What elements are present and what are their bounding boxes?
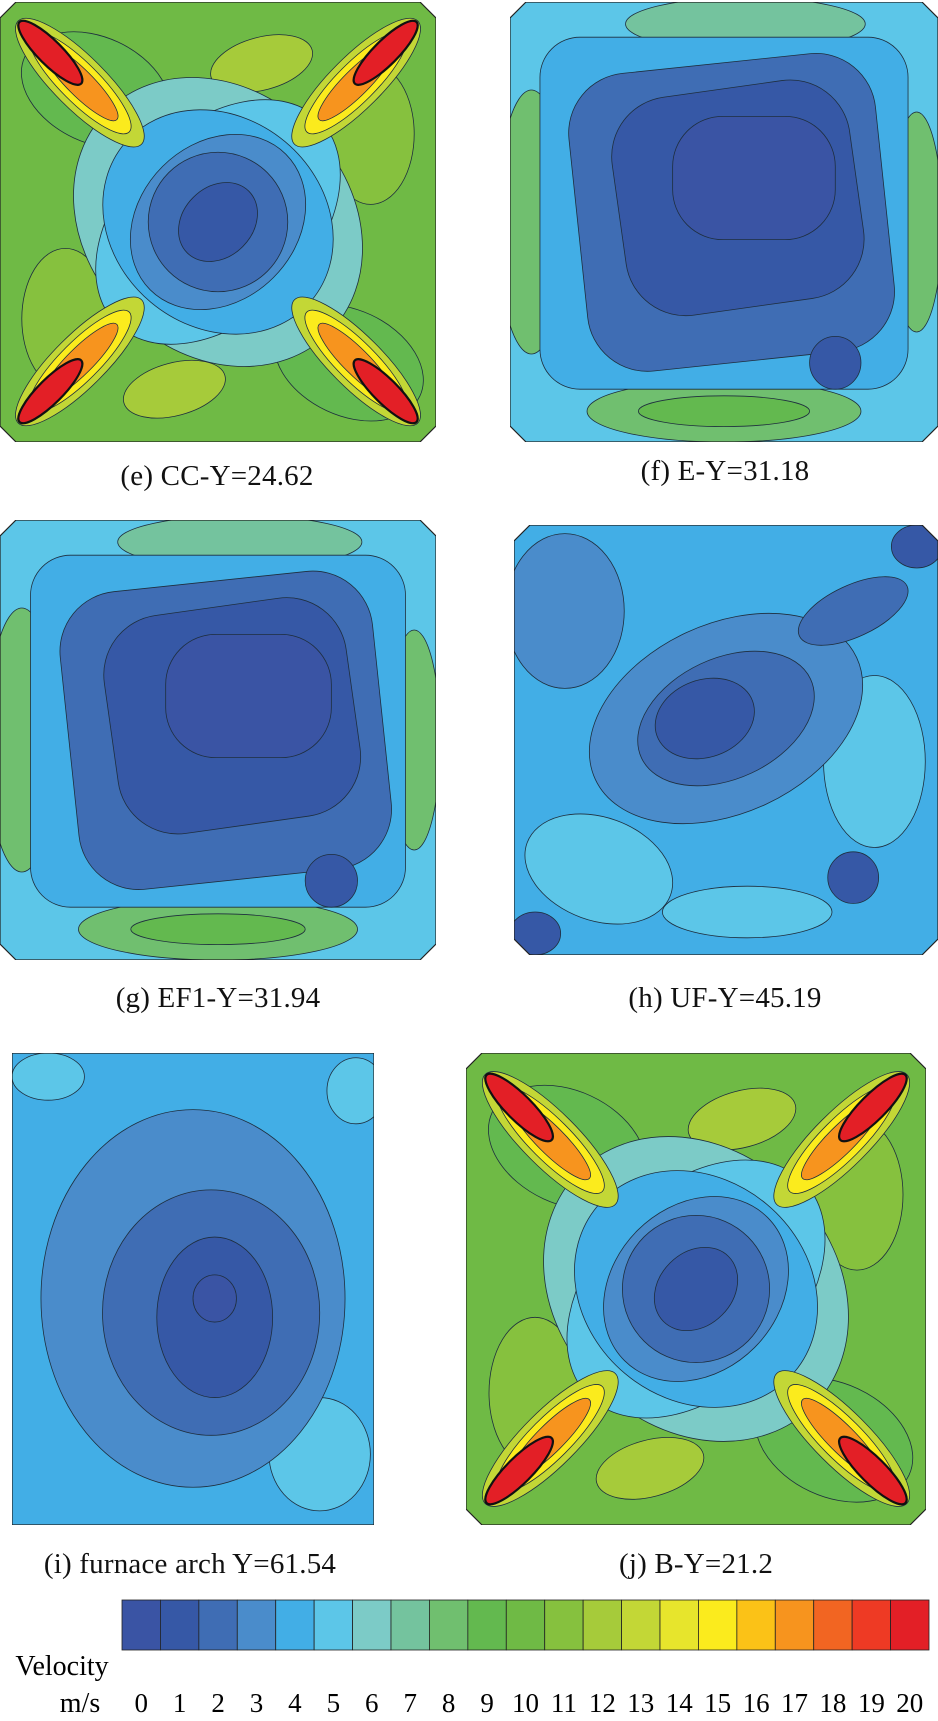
colorbar-cell — [160, 1599, 200, 1651]
contour-panel-h — [514, 525, 938, 955]
colorbar-tick-label: 4 — [288, 1688, 302, 1718]
colorbar-cell — [505, 1599, 546, 1651]
colorbar-cell — [774, 1599, 815, 1651]
colorbar-cell — [851, 1599, 891, 1651]
colorbar-tick-label: 3 — [250, 1688, 264, 1718]
colorbar-tick-label: 13 — [627, 1688, 654, 1718]
colorbar-tick-label: 7 — [403, 1688, 417, 1718]
contour-panel-f — [510, 2, 938, 442]
colorbar-tick-label: 14 — [666, 1688, 694, 1718]
colorbar-tick-label: 20 — [896, 1688, 923, 1718]
colorbar-cell — [698, 1599, 738, 1651]
colorbar-tick-label: 9 — [480, 1688, 494, 1718]
colorbar-cell — [313, 1599, 353, 1651]
colorbar-tick-label: 0 — [134, 1688, 148, 1718]
colorbar-tick-label: 1 — [173, 1688, 187, 1718]
caption-f: (f) E-Y=31.18 — [640, 455, 810, 487]
caption-h: (h) UF-Y=45.19 — [628, 982, 822, 1014]
colorbar-cell — [236, 1599, 277, 1651]
colorbar-cell — [390, 1599, 430, 1651]
colorbar-tick-label: 15 — [704, 1688, 731, 1718]
caption-j: (j) B-Y=21.2 — [618, 1548, 774, 1580]
colorbar-cell — [352, 1599, 392, 1651]
colorbar-tick-label: 19 — [858, 1688, 885, 1718]
colorbar-cell — [890, 1599, 930, 1651]
colorbar-cell — [659, 1599, 699, 1651]
colorbar-tick-label: 17 — [781, 1688, 808, 1718]
caption-i: (i) furnace arch Y=61.54 — [43, 1548, 337, 1580]
colorbar-cell — [813, 1599, 853, 1651]
colorbar-tick-label: 11 — [551, 1688, 577, 1718]
colorbar-cell — [121, 1599, 161, 1651]
caption-g: (g) EF1-Y=31.94 — [115, 982, 321, 1014]
contour-panel-e — [0, 2, 436, 442]
colorbar-cell — [275, 1599, 315, 1651]
colorbar-tick-label: 8 — [442, 1688, 456, 1718]
colorbar-cell — [544, 1599, 584, 1651]
colorbar-tick-label: 16 — [743, 1688, 770, 1718]
colorbar-cell — [621, 1599, 661, 1651]
colorbar-cell — [198, 1599, 238, 1651]
colorbar-tick-label: 10 — [512, 1688, 539, 1718]
colorbar-tick-label: 6 — [365, 1688, 379, 1718]
colorbar-cell — [429, 1599, 469, 1651]
colorbar-cell — [736, 1599, 776, 1651]
colorbar-tick-label: 12 — [589, 1688, 616, 1718]
colorbar-label: Velocity — [15, 1651, 108, 1682]
colorbar-tick-label: 2 — [211, 1688, 225, 1718]
colorbar-tick-label: 18 — [819, 1688, 846, 1718]
colorbar-cell — [582, 1599, 622, 1651]
caption-e: (e) CC-Y=24.62 — [120, 460, 314, 492]
velocity-colorbar: Velocity m/s 0 1 2 3 4 5 6 7 8 9 10 11 12 13 14 15 16 17 1… — [15, 1599, 930, 1719]
contour-panel-j — [466, 1053, 926, 1525]
colorbar-tick-label: 5 — [327, 1688, 341, 1718]
colorbar-unit: m/s — [60, 1688, 100, 1719]
contour-panel-i — [12, 1053, 374, 1525]
contour-panel-g — [0, 520, 436, 960]
colorbar-cell — [467, 1599, 507, 1651]
